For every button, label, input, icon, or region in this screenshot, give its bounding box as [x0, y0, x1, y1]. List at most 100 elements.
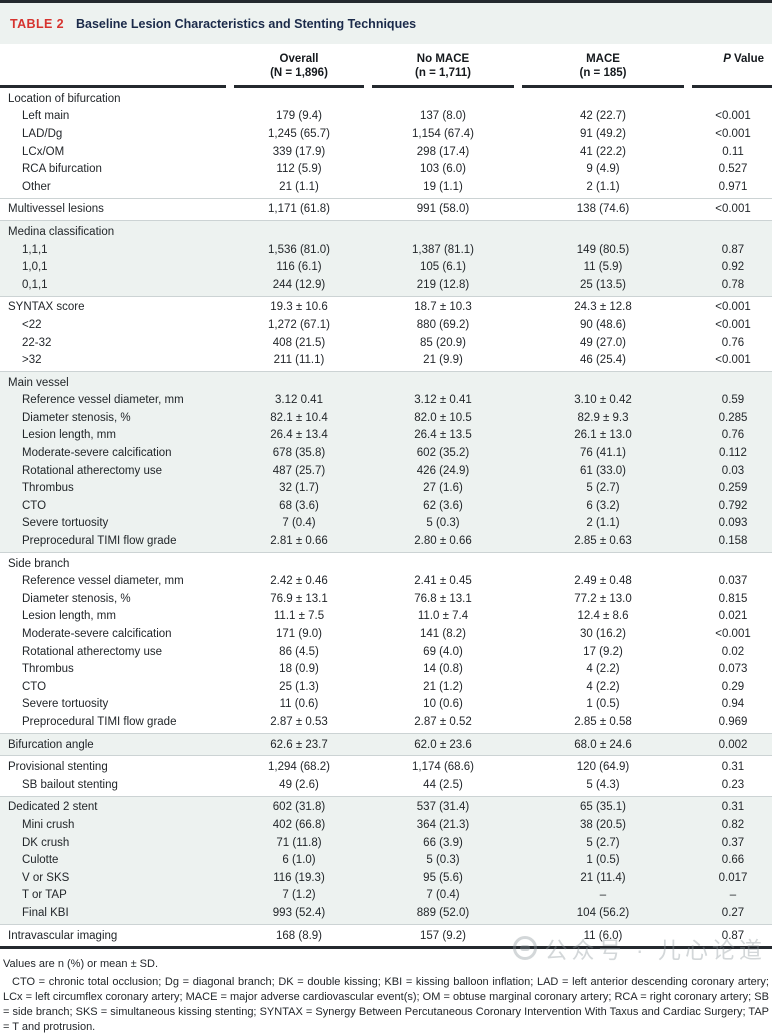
row-label: Thrombus: [22, 482, 74, 495]
cell-p-value: <0.001: [715, 203, 751, 216]
cell-mace: 68.0 ± 24.6: [574, 738, 632, 751]
cell-p-value: <0.001: [715, 110, 751, 123]
row-label: Rotational atherectomy use: [22, 464, 162, 477]
table-row: Preprocedural TIMI flow grade 2.87 ± 0.53…: [0, 713, 772, 731]
cell-no-mace: 991 (58.0): [416, 203, 470, 216]
cell-p-value: <0.001: [715, 628, 751, 641]
cell-overall: 112 (5.9): [276, 163, 322, 176]
cell-no-mace: 21 (9.9): [423, 354, 463, 367]
cell-no-mace: 137 (8.0): [419, 110, 467, 123]
table-row: Diameter stenosis, % 76.9 ± 13.1 76.8 ± 13…: [0, 590, 772, 608]
cell-overall: 21 (1.1): [279, 180, 319, 193]
cell-no-mace: 103 (6.0): [419, 163, 467, 176]
table-row: CTO 68 (3.6) 62 (3.6) 6 (3.2) 0.792: [0, 497, 772, 515]
cell-p-value: 0.66: [721, 854, 745, 867]
table-footnotes: Values are n (%) or mean ± SD. CTO = chr…: [0, 949, 772, 1035]
table-row: >32 211 (11.1) 21 (9.9) 46 (25.4) <0.001: [0, 351, 772, 369]
table-row: Preprocedural TIMI flow grade 2.81 ± 0.66…: [0, 532, 772, 550]
cell-overall: 1,171 (61.8): [267, 203, 330, 216]
row-label: Severe tortuosity: [22, 517, 109, 530]
cell-p-value: 0.31: [721, 761, 745, 774]
table-section: Medina classification 1,1,1 1,536 (81.0) 1,…: [0, 220, 772, 296]
cell-no-mace: 3.12 ± 0.41: [414, 394, 472, 407]
row-label: Culotte: [22, 854, 59, 867]
cell-p-value: 0.971: [718, 180, 748, 193]
cell-p-value: 0.792: [718, 499, 748, 512]
row-label: Left main: [22, 110, 70, 123]
cell-no-mace: 82.0 ± 10.5: [414, 411, 472, 424]
table-row: Intravascular imaging 168 (8.9) 157 (9.2) 1…: [0, 927, 772, 945]
cell-p-value: 0.92: [721, 261, 745, 274]
table-row: Location of bifurcation: [0, 90, 772, 108]
cell-overall: 211 (11.1): [273, 354, 325, 367]
table-row: 1,0,1 116 (6.1) 105 (6.1) 11 (5.9) 0.92: [0, 258, 772, 276]
cell-mace: 65 (35.1): [579, 801, 627, 814]
row-label: Severe tortuosity: [22, 698, 109, 711]
cell-overall: 1,272 (67.1): [267, 318, 330, 331]
cell-overall: 2.87 ± 0.53: [270, 715, 328, 728]
row-label: Intravascular imaging: [8, 929, 118, 942]
cell-overall: 6 (1.0): [282, 854, 316, 867]
row-label: CTO: [22, 680, 47, 693]
cell-mace: 5 (4.3): [586, 778, 620, 791]
row-label: Mini crush: [22, 818, 75, 831]
cell-no-mace: 19 (1.1): [423, 180, 463, 193]
table-title: Baseline Lesion Characteristics and Sten…: [75, 16, 417, 31]
table-row: Culotte 6 (1.0) 5 (0.3) 1 (0.5) 0.66: [0, 851, 772, 869]
table-row: Diameter stenosis, % 82.1 ± 10.4 82.0 ± 10…: [0, 409, 772, 427]
cell-overall: 339 (17.9): [272, 145, 326, 158]
cell-overall: 19.3 ± 10.6: [270, 301, 328, 314]
cell-no-mace: 889 (52.0): [416, 906, 470, 919]
table-row: Other 21 (1.1) 19 (1.1) 2 (1.1) 0.971: [0, 178, 772, 196]
cell-mace: 5 (2.7): [586, 836, 620, 849]
cell-p-value: <0.001: [715, 301, 751, 314]
cell-no-mace: 44 (2.5): [423, 778, 463, 791]
cell-mace: 2.85 ± 0.63: [574, 535, 632, 548]
cell-mace: 3.10 ± 0.42: [574, 394, 632, 407]
column-header-spacer: [0, 52, 230, 80]
cell-p-value: 0.11: [722, 145, 744, 158]
cell-mace: 11 (5.9): [583, 261, 623, 274]
row-label: Medina classification: [8, 225, 115, 238]
table-body: Location of bifurcation Left main 179 (9.4…: [0, 88, 772, 946]
cell-mace: 26.1 ± 13.0: [574, 429, 632, 442]
cell-mace: 2 (1.1): [586, 180, 620, 193]
cell-overall: 116 (19.3): [273, 871, 325, 884]
table-top-rule: [0, 0, 772, 3]
cell-mace: 1 (0.5): [586, 854, 620, 867]
cell-overall: 179 (9.4): [275, 110, 323, 123]
table-row: Final KBI 993 (52.4) 889 (52.0) 104 (56.2) 0…: [0, 904, 772, 922]
table-section: Bifurcation angle 62.6 ± 23.7 62.0 ± 23.6 6…: [0, 732, 772, 756]
table-row: Side branch: [0, 555, 772, 573]
cell-overall: 11 (0.6): [279, 698, 319, 711]
cell-p-value: 0.021: [718, 610, 748, 623]
row-label: Dedicated 2 stent: [8, 801, 98, 814]
table-section: Intravascular imaging 168 (8.9) 157 (9.2) 1…: [0, 923, 772, 947]
cell-mace: 2.49 ± 0.48: [574, 575, 632, 588]
table-row: RCA bifurcation 112 (5.9) 103 (6.0) 9 (4.9)…: [0, 160, 772, 178]
table-section: Dedicated 2 stent 602 (31.8) 537 (31.4) 65 …: [0, 795, 772, 924]
table-row: Dedicated 2 stent 602 (31.8) 537 (31.4) 65 …: [0, 799, 772, 817]
row-label: Rotational atherectomy use: [22, 645, 162, 658]
cell-overall: 116 (6.1): [276, 261, 322, 274]
table-row: Multivessel lesions 1,171 (61.8) 991 (58.0…: [0, 201, 772, 219]
row-label: 0,1,1: [22, 278, 48, 291]
cell-p-value: 0.23: [721, 778, 745, 791]
row-label: LCx/OM: [22, 145, 65, 158]
table-section: Main vessel Reference vessel diameter, mm…: [0, 370, 772, 552]
cell-overall: 82.1 ± 10.4: [270, 411, 328, 424]
cell-no-mace: 27 (1.6): [423, 482, 463, 495]
cell-p-value: 0.815: [718, 592, 748, 605]
cell-mace: 9 (4.9): [586, 163, 620, 176]
table-row: SYNTAX score 19.3 ± 10.6 18.7 ± 10.3 24.3 ±…: [0, 299, 772, 317]
cell-no-mace: 11.0 ± 7.4: [417, 610, 469, 623]
cell-no-mace: 85 (20.9): [419, 336, 467, 349]
cell-overall: 11.1 ± 7.5: [273, 610, 325, 623]
cell-no-mace: 5 (0.3): [426, 517, 460, 530]
cell-overall: 244 (12.9): [272, 278, 326, 291]
cell-overall: 1,536 (81.0): [267, 243, 330, 256]
cell-overall: 26.4 ± 13.4: [270, 429, 328, 442]
table-row: Left main 179 (9.4) 137 (8.0) 42 (22.7) <0.0…: [0, 108, 772, 126]
row-label: V or SKS: [22, 871, 70, 884]
table-row: Thrombus 18 (0.9) 14 (0.8) 4 (2.2) 0.073: [0, 660, 772, 678]
